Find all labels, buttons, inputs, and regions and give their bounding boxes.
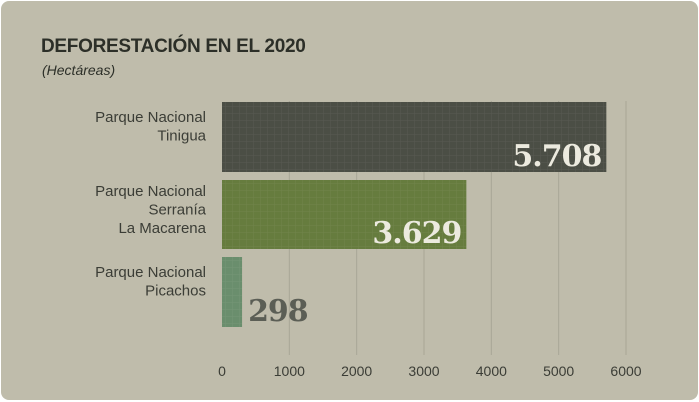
bars [222,102,607,327]
category-label-1-line-1: Parque Nacional [95,109,206,126]
x-axis-tick-labels: 0 1000 2000 3000 4000 5000 6000 [218,363,642,379]
x-tick-label-5000: 5000 [543,363,574,379]
data-label-1: 5.708 [512,139,601,174]
category-label-3-line-1: Parque Nacional [95,264,206,281]
category-label-2-line-3: La Macarena [118,220,206,237]
category-label-1-line-2: Tinigua [157,127,206,144]
bar-texture-2 [222,180,467,249]
bar-texture-3 [222,257,243,327]
bar-texture-1 [222,102,607,172]
x-tick-label-4000: 4000 [476,363,507,379]
x-tick-label-6000: 6000 [610,363,641,379]
x-tick-label-3000: 3000 [408,363,439,379]
data-label-3: 298 [248,294,308,329]
chart-title: DEFORESTACIÓN EN EL 2020 [41,36,306,57]
data-labels: 5.708 3.629 298 [248,139,602,329]
category-label-2-line-2: Serranía [148,202,206,219]
x-tick-label-1000: 1000 [274,363,305,379]
chart-subtitle: (Hectáreas) [42,62,116,78]
category-label-3-line-2: Picachos [145,282,206,299]
data-label-2: 3.629 [372,216,461,251]
x-tick-label-0: 0 [218,363,226,379]
x-tick-label-2000: 2000 [341,363,372,379]
category-label-2-line-1: Parque Nacional [95,183,206,200]
